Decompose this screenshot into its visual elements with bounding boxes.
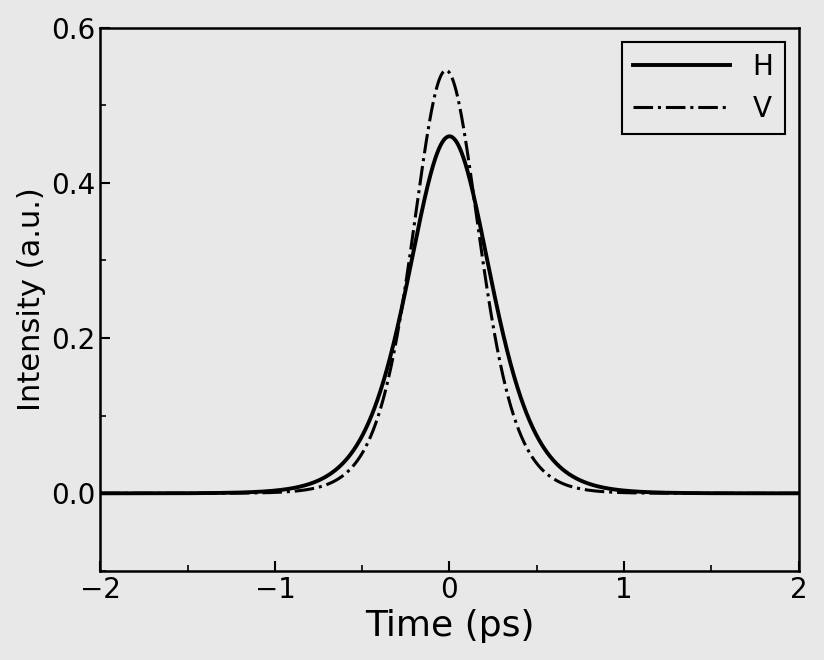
H	[756, 489, 766, 497]
V	[794, 489, 803, 497]
H	[444, 133, 454, 141]
V	[232, 489, 242, 497]
H	[138, 489, 147, 497]
V	[441, 67, 451, 75]
V	[437, 70, 447, 78]
H	[99, 489, 109, 497]
H	[124, 489, 134, 497]
V	[138, 489, 147, 497]
H	[794, 489, 803, 497]
Line: H: H	[101, 137, 798, 493]
H	[437, 139, 447, 147]
V	[96, 489, 105, 497]
X-axis label: Time (ps): Time (ps)	[365, 609, 534, 644]
Y-axis label: Intensity (a.u.): Intensity (a.u.)	[16, 187, 45, 411]
Legend: H, V: H, V	[622, 42, 784, 134]
V	[124, 489, 134, 497]
V	[99, 489, 109, 497]
Line: V: V	[101, 71, 798, 493]
H	[96, 489, 105, 497]
V	[756, 489, 766, 497]
H	[232, 488, 242, 496]
